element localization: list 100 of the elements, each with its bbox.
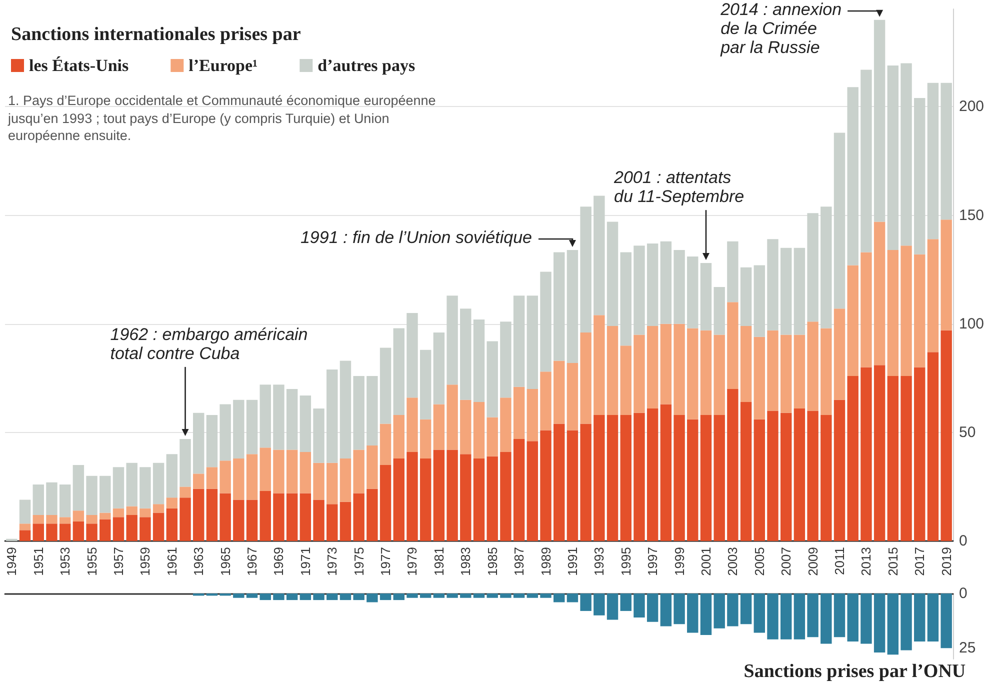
bar [152, 504, 164, 513]
bar [353, 493, 364, 541]
bar [807, 213, 818, 322]
bar [366, 376, 378, 446]
bar [140, 517, 151, 541]
bar [460, 454, 472, 541]
bar [273, 594, 284, 600]
bar [446, 450, 458, 541]
bar [554, 360, 565, 424]
bar [286, 389, 298, 450]
bar [513, 594, 525, 598]
bar [206, 415, 218, 468]
bar [180, 438, 191, 487]
bar [794, 334, 806, 409]
bar [874, 594, 886, 652]
bar [300, 594, 312, 600]
bar [554, 594, 565, 602]
x-tick-label: 2003 [725, 547, 740, 576]
bar [446, 384, 458, 450]
x-tick-label: 1993 [592, 547, 607, 576]
bar [273, 384, 284, 450]
bar [594, 196, 605, 316]
bar [646, 244, 658, 326]
bar [86, 524, 98, 541]
bar [72, 465, 84, 511]
bar [794, 594, 806, 640]
bar [767, 330, 778, 411]
x-tick-label: 1979 [404, 547, 420, 576]
bar [406, 452, 418, 541]
bar [820, 415, 832, 541]
bar [767, 410, 778, 541]
bar [19, 524, 31, 530]
bar [634, 334, 645, 413]
bar [100, 519, 111, 541]
bar [433, 404, 445, 450]
bar [700, 594, 712, 635]
x-tick-label: 1995 [618, 547, 634, 576]
bar [860, 594, 872, 644]
y-tick-label: 0 [959, 585, 968, 602]
bar [380, 348, 392, 424]
bar [260, 384, 271, 448]
x-tick-label: 2013 [858, 547, 874, 576]
bar [340, 360, 352, 458]
bar [900, 594, 912, 650]
bar [406, 398, 418, 452]
bar [887, 250, 899, 376]
bar [594, 415, 605, 541]
bar [660, 594, 672, 626]
bar [473, 458, 485, 541]
bar [112, 517, 124, 541]
bar [340, 458, 352, 502]
bar [660, 241, 672, 324]
bar [687, 594, 698, 633]
bar [180, 486, 191, 498]
bar [927, 352, 939, 541]
bar [874, 20, 886, 222]
bar [900, 376, 912, 541]
bar [860, 70, 872, 252]
bar [460, 594, 472, 598]
bar [887, 65, 899, 250]
bar [166, 454, 178, 498]
bar [72, 521, 84, 541]
bar [32, 484, 44, 515]
bar [807, 594, 818, 638]
x-tick-label: 1991 [564, 547, 580, 576]
bar [834, 132, 846, 309]
bar [727, 241, 738, 302]
bar [380, 594, 392, 600]
x-tick-label: 1961 [164, 547, 180, 576]
bar [914, 594, 926, 642]
bar [566, 594, 578, 602]
bar [326, 504, 338, 541]
bar [700, 415, 712, 541]
bar [927, 239, 939, 352]
x-tick-label: 1967 [244, 547, 260, 576]
bar [740, 594, 752, 624]
bar [473, 594, 485, 598]
bar [486, 594, 498, 598]
legend-label: l’Europe¹ [188, 56, 258, 75]
y-tick-label: 50 [959, 424, 976, 441]
bar [406, 313, 418, 398]
y-tick-label: 150 [959, 206, 984, 224]
bar [714, 334, 725, 416]
bar [634, 412, 645, 541]
bar [700, 330, 712, 416]
bar [152, 512, 164, 541]
bar [874, 222, 886, 366]
bar [700, 263, 712, 330]
bar [540, 372, 552, 430]
bar [754, 265, 765, 337]
x-tick-label: 1987 [512, 547, 527, 576]
legend-label: les États-Unis [29, 56, 130, 75]
bar [152, 462, 164, 504]
bar [687, 256, 698, 328]
bar [807, 322, 818, 411]
text: Sanctions internationales prises par [11, 24, 302, 45]
bar [834, 594, 846, 638]
bar [366, 594, 378, 602]
bar [420, 458, 432, 541]
bar [446, 594, 458, 598]
